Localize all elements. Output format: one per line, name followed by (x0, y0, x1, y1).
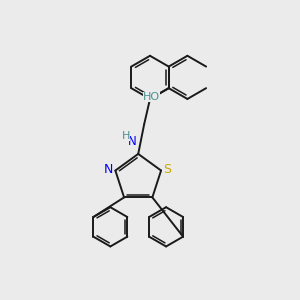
Text: N: N (104, 163, 113, 176)
Text: N: N (128, 135, 137, 148)
Text: HO: HO (143, 92, 160, 102)
Text: H: H (122, 131, 130, 141)
Text: S: S (163, 163, 171, 176)
